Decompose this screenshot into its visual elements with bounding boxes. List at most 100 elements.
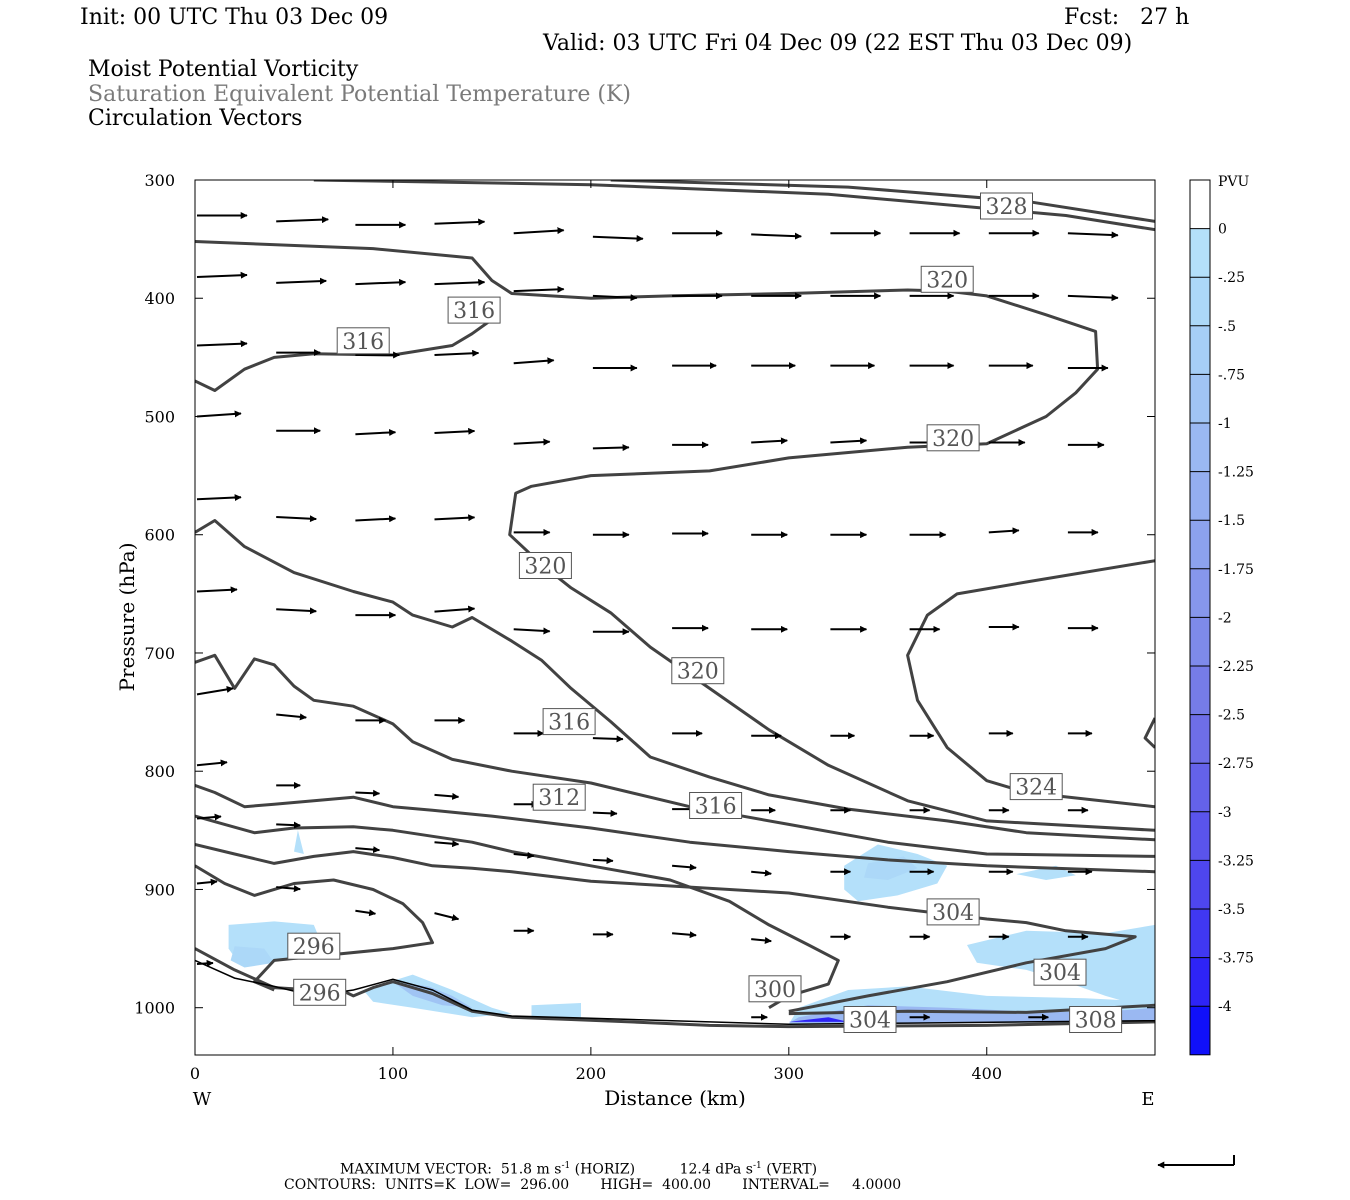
circulation-vector [513, 285, 565, 293]
circulation-vector [196, 340, 248, 348]
contour-label: 300 [754, 978, 796, 1003]
circulation-vector [592, 235, 644, 243]
colorbar-unit-label: PVU [1218, 174, 1250, 190]
contour-info: CONTOURS: UNITS=K LOW= 296.00 HIGH= 400.… [284, 1177, 902, 1193]
colorbar-level-label: -.75 [1218, 367, 1245, 383]
colorbar-level-label: -2.5 [1218, 708, 1245, 724]
circulation-vector [196, 959, 214, 967]
colorbar-level-label: -3.25 [1218, 853, 1254, 869]
field-title-mpv: Moist Potential Vorticity [88, 57, 359, 82]
circulation-vector [830, 437, 868, 445]
circulation-vector [196, 494, 242, 502]
colorbar-swatch [1190, 666, 1210, 715]
colorbar-level-label: -1.75 [1218, 562, 1254, 578]
contour-label: 320 [524, 555, 566, 580]
colorbar-level-label: 0 [1218, 222, 1227, 238]
contour-label: 296 [299, 981, 341, 1006]
circulation-vector [434, 349, 480, 357]
circulation-vector [592, 809, 618, 817]
theta-contour-line [313, 180, 1155, 232]
field-title-vectors: Circulation Vectors [88, 106, 303, 131]
circulation-vector [276, 885, 301, 893]
contour-label: 316 [548, 711, 590, 736]
colorbar-level-label: -2.25 [1218, 659, 1254, 675]
circulation-vector [196, 813, 222, 821]
vert-exponent: -1 [752, 1161, 762, 1171]
y-tick-label: 600 [144, 526, 175, 545]
circulation-vectors [196, 212, 1119, 1021]
circulation-vector [276, 277, 327, 285]
y-tick-label: 300 [144, 171, 175, 190]
x-tick-label: 400 [971, 1064, 1002, 1083]
circulation-vector [672, 863, 697, 871]
circulation-vector [1067, 294, 1119, 302]
circulation-vector [355, 278, 407, 286]
colorbar-swatch [1190, 957, 1210, 1007]
contour-label: 296 [293, 935, 335, 960]
circulation-vector [592, 735, 624, 743]
circulation-vector [196, 878, 218, 886]
circulation-vector [434, 427, 476, 435]
circulation-vector [196, 685, 234, 696]
contour-label: 328 [986, 195, 1028, 220]
contour-label-box [926, 424, 980, 452]
circulation-vector [1067, 231, 1119, 239]
contour-label-box [447, 296, 501, 324]
theta-contour-line [195, 519, 1155, 842]
pv-region [230, 946, 275, 968]
circulation-vector [355, 429, 397, 437]
contour-label-box [926, 898, 980, 926]
circulation-vector [434, 514, 476, 522]
circulation-vector [513, 227, 565, 235]
colorbar-swatch [1190, 811, 1210, 861]
circulation-vector [196, 410, 242, 418]
contour-label: 320 [926, 268, 968, 293]
max-vector-vert: 12.4 dPa s [679, 1161, 753, 1178]
x-tick-label: 100 [378, 1064, 409, 1083]
circulation-vector [592, 444, 630, 452]
max-vector-line: MAXIMUM VECTOR: 51.8 m s-1 (HORIZ) 12.4 … [340, 1158, 817, 1178]
colorbar-swatch [1190, 714, 1210, 764]
circulation-vector [355, 909, 377, 917]
contour-label-box [980, 192, 1033, 220]
contour-labels: 328 320 316 316 320 320 320 316 312 316 324 304 296 3… [287, 192, 1123, 1034]
colorbar-level-label: -1.5 [1218, 513, 1245, 529]
theta-contour-line [610, 180, 1155, 223]
contour-label-box [920, 265, 974, 293]
contour-label: 320 [932, 427, 974, 452]
colorbar-swatch [1190, 228, 1210, 278]
colorbar-swatch [1190, 568, 1210, 618]
circulation-vector [434, 278, 486, 286]
colorbar-level-label: -.25 [1218, 270, 1245, 286]
x-tick-label: 300 [774, 1064, 805, 1083]
circulation-vector [434, 912, 460, 921]
y-tick-label: 900 [144, 880, 175, 899]
x-tick-label: 0 [190, 1064, 200, 1083]
circulation-vector [513, 627, 551, 635]
colorbar-level-label: -3.5 [1218, 902, 1245, 918]
colorbar-swatch [1190, 860, 1210, 909]
forecast-hour: Fcst: 27 h [1064, 5, 1190, 30]
contour-label: 316 [453, 299, 495, 324]
pv-shading [228, 830, 1155, 1025]
vert-tag: (VERT) [766, 1161, 818, 1178]
colorbar: 0 -.25 -.5 -.75 -1 -1.25 -1.5 -1.75 -2 -2.25 -2.5 -… [1189, 174, 1254, 1056]
contour-label-box [1033, 958, 1087, 986]
theta-contour-line [906, 559, 1155, 809]
circulation-vector [196, 586, 238, 594]
colorbar-level-label: -2.75 [1218, 756, 1254, 772]
contour-label-box [1009, 773, 1063, 801]
circulation-vector [988, 527, 1020, 535]
contour-label-box [671, 657, 725, 685]
axes: 300 400 500 600 700 800 900 1000 0 100 200 300 400 W E… [115, 171, 1155, 1110]
colorbar-swatch [1190, 277, 1210, 326]
colorbar-level-label: -2 [1218, 610, 1232, 626]
reference-vector [1157, 1155, 1235, 1169]
theta-contour-line [1143, 717, 1155, 749]
circulation-vector [592, 857, 614, 865]
contour-label: 312 [538, 786, 580, 811]
contour-label: 304 [849, 1009, 891, 1034]
contour-label-box [748, 975, 802, 1003]
colorbar-level-label: -1 [1218, 416, 1232, 432]
